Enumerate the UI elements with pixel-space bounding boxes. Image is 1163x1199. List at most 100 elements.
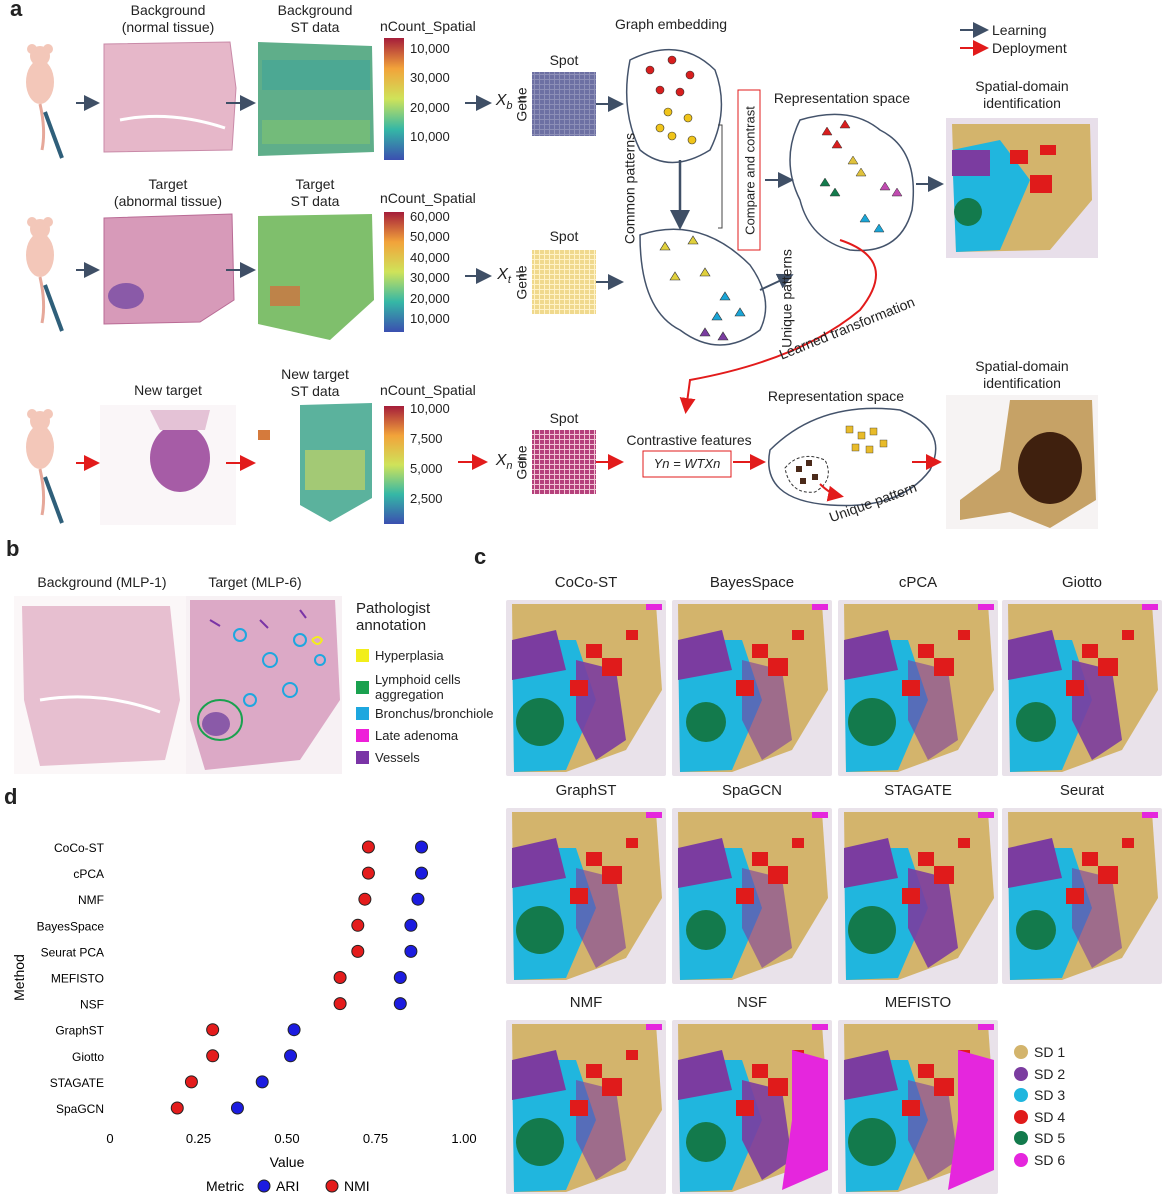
spatial-domain-map <box>1002 808 1162 984</box>
legend-label-ari: ARI <box>276 1178 299 1194</box>
method-title: Seurat <box>1059 782 1105 799</box>
label-new-target-st: New target ST data <box>281 366 349 399</box>
y-tick-label: CoCo-ST <box>54 841 105 855</box>
colorbar-title-3: nCount_Spatial <box>380 382 476 398</box>
panel-label-d: d <box>4 784 18 809</box>
sd-legend-item: SD 2 <box>1014 1066 1065 1082</box>
x-tick-label: 1.00 <box>451 1131 476 1146</box>
y-tick-label: NMF <box>78 893 104 907</box>
annotation-label: Vessels <box>375 750 420 765</box>
y-tick-label: cPCA <box>73 867 104 881</box>
data-point-nmi <box>206 1023 220 1037</box>
annotation-legend-item: Vessels <box>356 750 420 765</box>
legend-label-nmi: NMI <box>344 1178 370 1194</box>
panel-label-b: b <box>6 536 20 561</box>
sd-legend-item: SD 1 <box>1014 1044 1065 1060</box>
y-tick-label: MEFISTO <box>51 972 104 986</box>
xt-equals: = <box>510 266 525 283</box>
colorbar-tick: 30,000 <box>410 70 450 86</box>
spatial-domain-map <box>506 1020 666 1194</box>
data-point-ari <box>255 1075 269 1089</box>
spatial-domain-map <box>672 1020 832 1194</box>
sd-legend-item: SD 4 <box>1014 1109 1065 1125</box>
colorbar-tick: 50,000 <box>410 229 450 245</box>
mouse-icon-3 <box>26 409 64 524</box>
sd-legend-item: SD 6 <box>1014 1152 1065 1168</box>
spot-label-2: Spot <box>549 228 579 244</box>
data-point-nmi <box>358 892 372 906</box>
spatial-domain-map <box>506 808 666 984</box>
sd-swatch <box>1014 1088 1028 1102</box>
xt-subscript: t <box>507 274 511 287</box>
method-title: Giotto <box>1061 574 1103 591</box>
colorbar-title-1: nCount_Spatial <box>380 18 476 34</box>
method-title: GraphST <box>555 782 617 799</box>
xn-equals: = <box>512 452 527 469</box>
x-tick-label: 0.50 <box>274 1131 299 1146</box>
spatial-domain-map <box>1002 600 1162 776</box>
sd-swatch <box>1014 1131 1028 1145</box>
compare-contrast-box <box>737 89 761 251</box>
sd-swatch <box>1014 1152 1028 1167</box>
data-point-ari <box>415 840 429 854</box>
x-tick-label: 0.75 <box>363 1131 388 1146</box>
annotation-label: Lymphoid cells aggregation <box>375 672 461 702</box>
data-point-ari <box>404 918 418 932</box>
graph-embedding-title: Graph embedding <box>614 16 728 32</box>
st-target <box>258 214 374 340</box>
annotation-swatch <box>356 680 369 694</box>
xt-symbol: X <box>497 266 508 283</box>
spatial-domain-map <box>838 1020 998 1194</box>
mouse-icon-2 <box>26 217 64 332</box>
colorbar-tick: 40,000 <box>410 249 450 265</box>
label-new-target-tissue: New target <box>134 382 202 398</box>
x-axis-label: Value <box>270 1154 305 1170</box>
annotation-legend-item: Hyperplasia <box>356 648 444 663</box>
colorbar-tick: 10,000 <box>410 401 450 416</box>
data-point-ari <box>393 971 407 984</box>
colorbar-title-2: nCount_Spatial <box>380 190 476 206</box>
sd-label: SD 5 <box>1034 1130 1066 1146</box>
xb-equals: = <box>512 92 527 109</box>
legend-title: Metric <box>206 1178 244 1194</box>
annotation-swatch <box>356 751 369 764</box>
colorbar-tick: 60,000 <box>410 209 450 224</box>
annotation-label: Hyperplasia <box>375 648 444 663</box>
method-title: STAGATE <box>884 782 952 799</box>
annotation-swatch <box>356 707 369 720</box>
colorbar-tick: 5,000 <box>410 461 443 476</box>
panel-label-a: a <box>10 0 23 21</box>
annotation-swatch <box>356 649 369 662</box>
legend-learning: Learning <box>992 22 1047 38</box>
y-tick-label: SpaGCN <box>56 1102 104 1116</box>
y-tick-label: Seurat PCA <box>41 945 104 959</box>
spatial-domain-map <box>838 600 998 776</box>
colorbar-3 <box>384 406 404 524</box>
y-tick-label: Giotto <box>72 1050 104 1064</box>
y-tick-label: BayesSpace <box>37 919 105 933</box>
y-axis-label: Method <box>11 954 27 1001</box>
y-tick-label: STAGATE <box>50 1076 104 1090</box>
sd-label: SD 1 <box>1034 1044 1066 1060</box>
colorbar-2 <box>384 212 404 332</box>
spot-label-1: Spot <box>549 52 579 68</box>
method-title: MEFISTO <box>884 994 952 1011</box>
formula: Yn = WTXn <box>653 456 721 471</box>
colorbar-tick: 30,000 <box>410 270 450 286</box>
sd-legend-item: SD 5 <box>1014 1130 1065 1146</box>
spatial-domain-map <box>838 808 998 984</box>
sdi-title-2: Spatial-domain identification <box>975 358 1069 391</box>
matrix-xn <box>532 430 596 494</box>
pathologist-annotation-title: Pathologist annotation <box>356 600 431 634</box>
annotation-legend-item: Bronchus/bronchiole <box>356 706 494 721</box>
sd-legend-item: SD 3 <box>1014 1087 1065 1103</box>
sd-label: SD 6 <box>1034 1151 1066 1168</box>
colorbar-tick: 10,000 <box>410 129 450 144</box>
data-point-ari <box>230 1101 244 1115</box>
sd-swatch <box>1014 1045 1028 1059</box>
panel-a-graphics <box>26 22 1098 529</box>
mouse-icon-1 <box>26 44 64 159</box>
panel-label-c: c <box>474 544 487 569</box>
graph-blob-1 <box>625 48 723 164</box>
label-background-st: Background ST data <box>277 2 353 35</box>
